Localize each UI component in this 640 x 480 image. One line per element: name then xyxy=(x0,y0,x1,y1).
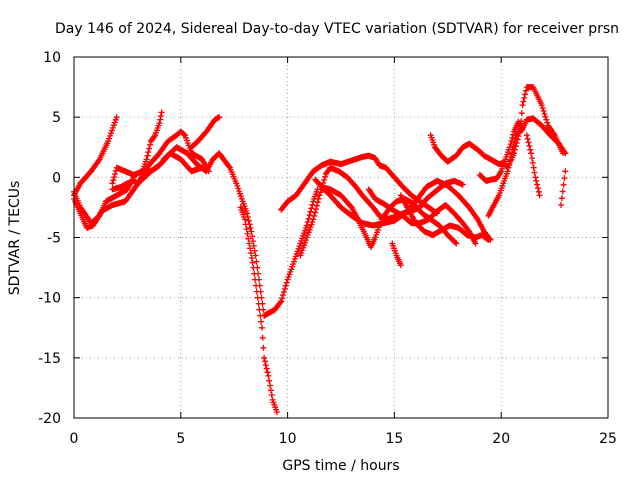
series-markers xyxy=(109,109,165,187)
x-tick-label: 5 xyxy=(176,431,185,447)
series-markers xyxy=(237,204,280,415)
series-markers xyxy=(135,128,212,187)
grid-lines xyxy=(74,57,608,418)
x-tick-label: 20 xyxy=(492,431,510,447)
x-tick-label: 0 xyxy=(70,431,79,447)
series-arc21 xyxy=(558,168,569,208)
y-tick-label: -15 xyxy=(38,351,61,367)
series-arc18 xyxy=(476,115,569,184)
series-markers xyxy=(558,168,569,208)
series-markers xyxy=(389,240,404,269)
chart-title: Day 146 of 2024, Sidereal Day-to-day VTE… xyxy=(55,21,619,37)
axis-ticks: 0 5 10 15 20 25 -20 -15 -10 -5 0 5 10 xyxy=(38,50,617,447)
series-arc7 xyxy=(160,144,321,319)
y-tick-label: -20 xyxy=(38,411,61,427)
series-markers xyxy=(318,177,494,243)
series-arc13 xyxy=(318,177,494,243)
series-markers xyxy=(476,115,569,184)
series-arc20 xyxy=(523,132,543,199)
series-markers xyxy=(523,132,543,199)
series-arc4 xyxy=(109,109,165,187)
y-tick-label: 10 xyxy=(43,50,61,66)
y-tick-label: 5 xyxy=(52,110,61,126)
series-arc15 xyxy=(389,240,404,269)
y-tick-label: 0 xyxy=(52,170,61,186)
y-tick-label: -10 xyxy=(38,291,61,307)
series-markers xyxy=(397,192,492,243)
x-tick-label: 10 xyxy=(279,431,297,447)
series-markers xyxy=(278,152,441,217)
series-arc19 xyxy=(485,126,526,219)
series-markers xyxy=(160,144,321,319)
y-axis-title: SDTVAR / TECUs xyxy=(7,181,23,296)
series-arc6 xyxy=(135,128,212,187)
series-markers xyxy=(188,114,223,151)
series-arc9 xyxy=(237,204,280,415)
series-arc8 xyxy=(188,114,223,151)
x-tick-label: 25 xyxy=(599,431,617,447)
x-axis-title: GPS time / hours xyxy=(282,458,399,474)
series-arc16 xyxy=(397,192,492,243)
data-points xyxy=(71,84,569,415)
series-markers xyxy=(485,126,526,219)
x-tick-label: 15 xyxy=(385,431,403,447)
y-tick-label: -5 xyxy=(47,231,61,247)
series-arc10 xyxy=(278,152,441,217)
